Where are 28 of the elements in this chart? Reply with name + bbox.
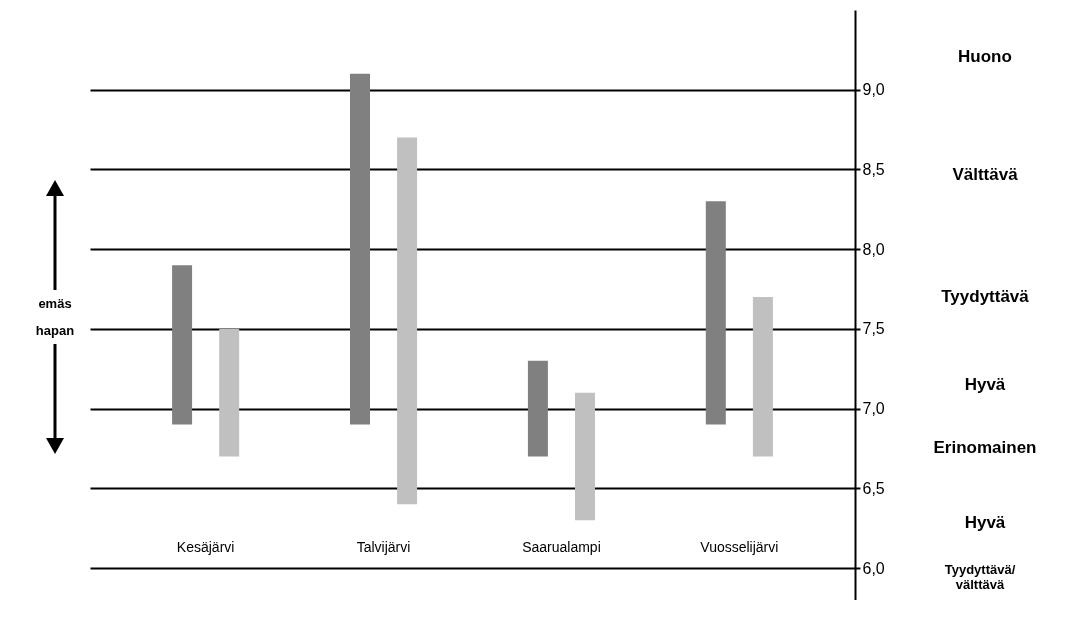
text: Tyydyttävä — [940, 287, 1030, 307]
text: emäs — [38, 296, 72, 311]
bar — [705, 201, 726, 425]
x-tick-label: Talvijärvi — [356, 538, 411, 555]
bar — [219, 328, 240, 457]
bar — [172, 265, 193, 425]
y-tick-label: 8,0 — [862, 240, 885, 258]
text: Huono — [957, 47, 1013, 67]
x-tick-label: Vuosselijärvi — [700, 538, 779, 555]
y-tick-label: 6,5 — [862, 479, 885, 497]
text: Tyydyttävä/ välttävä — [943, 562, 1017, 592]
text: Hyvä — [963, 513, 1007, 533]
x-tick-label: Saarualampi — [522, 538, 601, 555]
y-tick-label: 7,0 — [862, 400, 885, 418]
y-tick-label: 7,5 — [862, 320, 885, 338]
text: Hyvä — [963, 375, 1007, 395]
text: hapan — [35, 323, 75, 338]
y-tick-label: 9,0 — [862, 81, 885, 99]
bar — [397, 137, 418, 505]
x-tick-label: Kesäjärvi — [176, 538, 235, 555]
text: Välttävä — [951, 165, 1019, 185]
bar — [575, 392, 595, 521]
text: Erinomainen — [932, 438, 1038, 458]
bar — [350, 73, 370, 425]
y-tick-label: 6,0 — [862, 559, 885, 577]
bar — [752, 297, 773, 457]
y-tick-label: 8,5 — [862, 160, 885, 178]
bar — [527, 360, 548, 457]
